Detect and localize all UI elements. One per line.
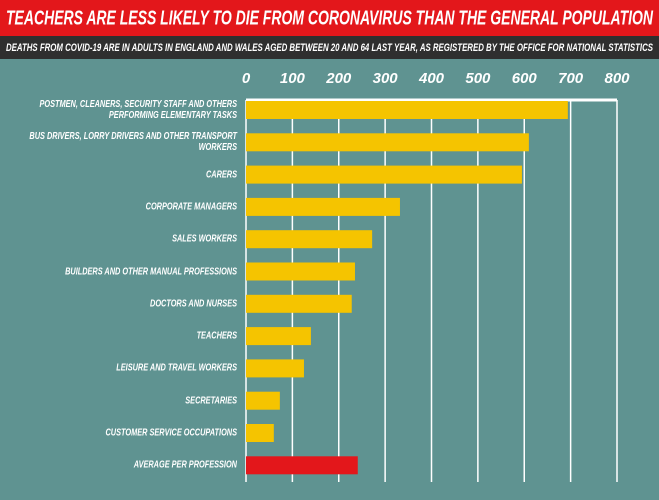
category-label: DOCTORS AND NURSES [150,297,237,310]
category-label: TEACHERS [196,329,237,342]
category-label: POSTMEN, CLEANERS, SECURITY STAFF AND OT… [39,98,238,121]
category-label: AVERAGE PER PROFESSION [133,458,237,471]
category-label: SALES WORKERS [172,232,237,245]
bar [246,133,529,152]
bar [246,391,280,410]
category-label: SECRETARIES [185,394,237,407]
x-tick-label: 400 [418,70,445,87]
bar [246,359,304,378]
bar [246,197,400,216]
x-tick-label: 600 [512,70,538,87]
chart-title: TEACHERS ARE LESS LIKELY TO DIE FROM COR… [6,7,653,29]
x-tick-label: 0 [242,70,251,87]
category-label: BUILDERS AND OTHER MANUAL PROFESSIONS [65,265,237,277]
bar [246,327,311,346]
bar [246,101,568,119]
bar [246,456,358,475]
x-tick-label: 200 [325,70,352,87]
subtitle-bar [0,36,659,59]
category-label: LEISURE AND TRAVEL WORKERS [116,361,237,374]
category-label: BUS DRIVERS, LORRY DRIVERS AND OTHER TRA… [29,130,238,154]
x-tick-label: 300 [373,70,399,87]
category-label: CUSTOMER SERVICE OCCUPATIONS [105,426,237,439]
x-tick-label: 500 [465,70,491,87]
title-bar [0,0,659,36]
category-label: CORPORATE MANAGERS [145,200,237,213]
bar [246,262,355,281]
bar [246,165,522,184]
category-label: CARERS [205,168,237,181]
bar [246,230,373,249]
x-tick-label: 700 [558,70,584,87]
chart-subtitle: DEATHS FROM COVID-19 ARE IN ADULTS IN EN… [6,42,653,54]
x-tick-label: 800 [604,70,630,87]
bar [246,424,274,442]
bar [246,294,352,313]
x-tick-label: 100 [280,70,306,87]
